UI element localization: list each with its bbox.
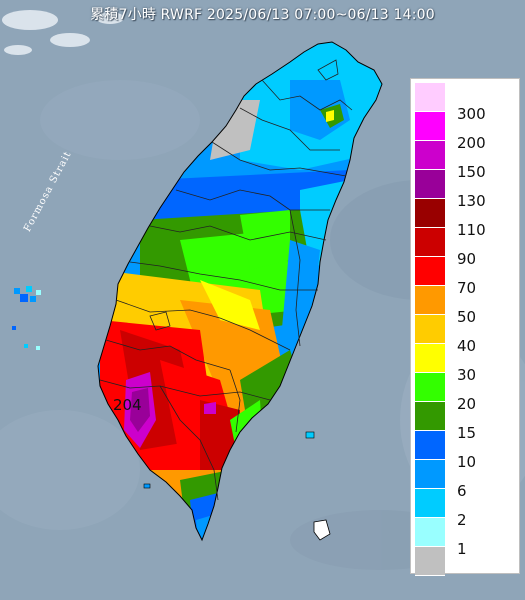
legend-swatch: [415, 431, 445, 460]
county-boundaries: [99, 59, 353, 501]
legend-swatch: [415, 228, 445, 257]
legend-label: 90: [457, 250, 477, 268]
legend-label: 130: [457, 192, 486, 210]
legend-row: 30: [411, 344, 519, 383]
legend-label: 110: [457, 221, 486, 239]
legend-row: 70: [411, 257, 519, 296]
rainfall-legend: 300 200 150 130 110 90 70 50 40 30 20 15 10 6 2 1: [410, 78, 520, 576]
legend-label: 2: [457, 511, 467, 529]
legend-swatch: [415, 315, 445, 344]
legend-swatch: [415, 547, 445, 576]
legend-label: 20: [457, 395, 477, 413]
legend-label: 30: [457, 366, 477, 384]
legend-swatch: [415, 83, 445, 112]
legend-label: 10: [457, 453, 477, 471]
legend-row: 300: [411, 83, 519, 122]
legend-swatch: [415, 286, 445, 315]
legend-row: 6: [411, 460, 519, 499]
clouds: [2, 10, 124, 55]
legend-row: 15: [411, 402, 519, 441]
legend-label: 70: [457, 279, 477, 297]
legend-label: 1: [457, 540, 467, 558]
legend-row: 90: [411, 228, 519, 267]
legend-swatch: [415, 373, 445, 402]
taiwan-outline: [97, 41, 383, 542]
legend-swatch: [415, 112, 445, 141]
legend-row: 130: [411, 170, 519, 209]
max-rainfall-label: 204: [113, 396, 142, 414]
legend-swatch: [415, 344, 445, 373]
legend-row: [411, 547, 519, 576]
legend-row: 2: [411, 489, 519, 528]
map-title: 累積7小時 RWRF 2025/06/13 07:00~06/13 14:00: [90, 7, 435, 23]
legend-label: 150: [457, 163, 486, 181]
legend-swatch: [415, 170, 445, 199]
legend-row: 150: [411, 141, 519, 180]
legend-label: 50: [457, 308, 477, 326]
legend-row: 200: [411, 112, 519, 151]
legend-label: 15: [457, 424, 477, 442]
legend-label: 6: [457, 482, 467, 500]
legend-row: 110: [411, 199, 519, 238]
penghu-islands: [12, 286, 41, 350]
legend-label: 200: [457, 134, 486, 152]
legend-swatch: [415, 518, 445, 547]
legend-row: 1: [411, 518, 519, 557]
legend-swatch: [415, 257, 445, 286]
legend-label: 40: [457, 337, 477, 355]
legend-label: 300: [457, 105, 486, 123]
legend-swatch: [415, 489, 445, 518]
legend-swatch: [415, 460, 445, 489]
legend-swatch: [415, 402, 445, 431]
legend-row: 50: [411, 286, 519, 325]
legend-swatch: [415, 141, 445, 170]
legend-swatch: [415, 199, 445, 228]
offshore-islands: [143, 431, 331, 541]
legend-row: 10: [411, 431, 519, 470]
legend-row: 40: [411, 315, 519, 354]
legend-row: 20: [411, 373, 519, 412]
